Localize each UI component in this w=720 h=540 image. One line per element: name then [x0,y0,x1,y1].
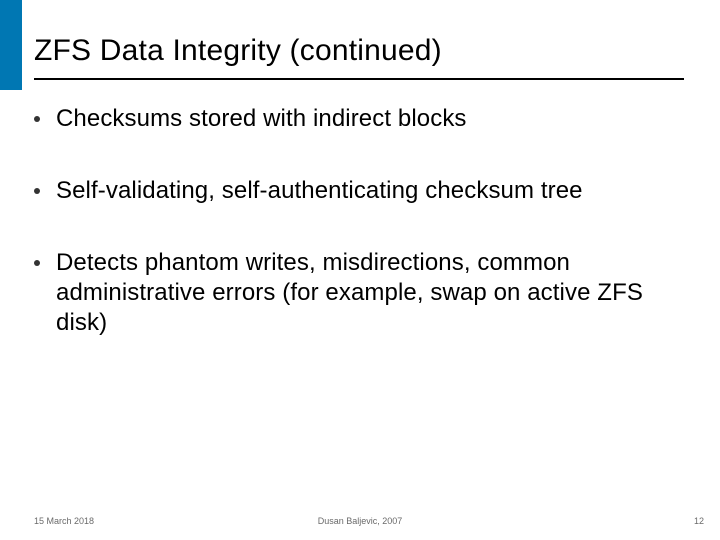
bullet-text: Detects phantom writes, misdirections, c… [56,248,684,338]
bullet-icon [34,188,40,194]
bullet-icon [34,260,40,266]
bullet-text: Self-validating, self-authenticating che… [56,176,583,206]
bullet-icon [34,116,40,122]
bullet-text: Checksums stored with indirect blocks [56,104,467,134]
slide: ZFS Data Integrity (continued) Checksums… [0,0,720,540]
list-item: Checksums stored with indirect blocks [34,104,684,134]
list-item: Detects phantom writes, misdirections, c… [34,248,684,338]
slide-title: ZFS Data Integrity (continued) [34,34,442,68]
list-item: Self-validating, self-authenticating che… [34,176,684,206]
slide-footer: 15 March 2018 Dusan Baljevic, 2007 12 [0,510,720,526]
bullet-list: Checksums stored with indirect blocks Se… [34,104,684,380]
footer-page-number: 12 [694,516,704,526]
title-divider [34,78,684,80]
footer-author: Dusan Baljevic, 2007 [0,516,720,526]
